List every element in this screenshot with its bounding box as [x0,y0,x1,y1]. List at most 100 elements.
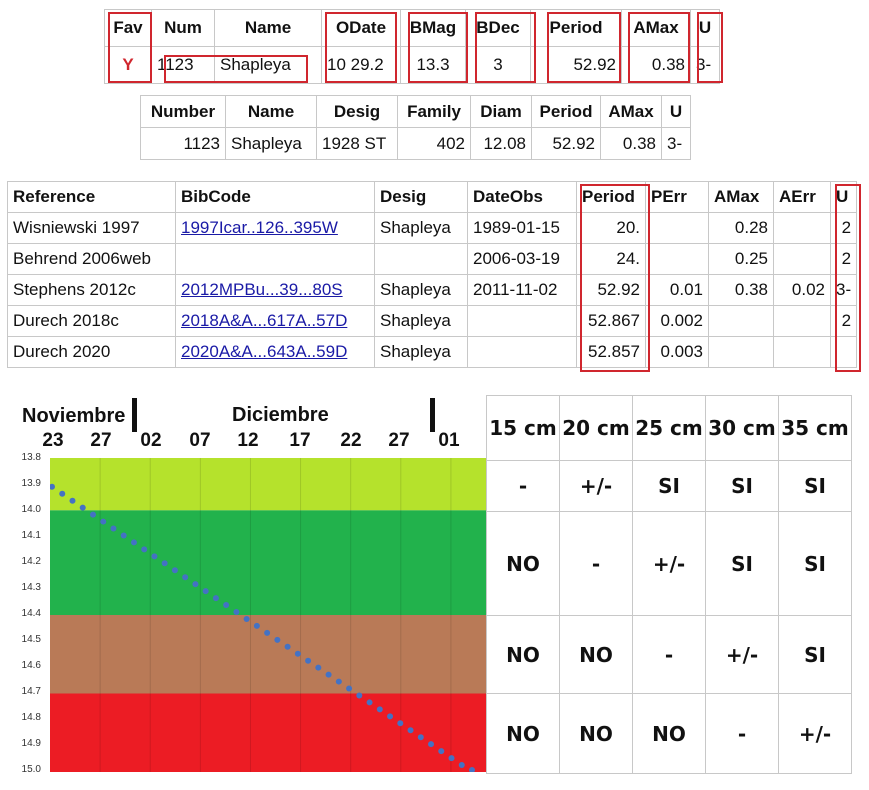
data-point [325,671,332,678]
header-u[interactable]: U [661,95,691,128]
aerr-cell [773,336,831,368]
header-u[interactable]: U [690,9,720,47]
header-period[interactable]: Period [531,95,601,128]
data-point [50,483,55,490]
table-row: Durech 2018c 2018A&A...617A..57D Shapley… [7,305,858,337]
reference-cell: Stephens 2012c [7,274,176,306]
y-tick-label: 14.5 [21,634,41,645]
visibility-cell: SI [705,511,779,616]
header-odate[interactable]: ODate [321,9,401,47]
dateobs-cell [467,336,577,368]
y-tick-label: 14.3 [21,582,41,593]
header-bdec[interactable]: BDec [465,9,531,47]
data-point [335,678,342,685]
bibcode-link[interactable]: 2012MPBu...39...80S [175,274,375,306]
perr-cell: 0.002 [645,305,709,337]
u-cell [829,336,858,368]
data-point [397,720,404,727]
table-row: Behrend 2006web 2006-03-19 24. 0.25 2 [7,243,858,275]
data-point [161,560,168,567]
day-label: 27 [90,430,112,451]
y-tick-label: 13.8 [21,452,41,463]
header-diam[interactable]: Diam [470,95,532,128]
bibcode-link[interactable]: 1997Icar..126..395W [175,212,375,244]
reference-cell: Durech 2018c [7,305,176,337]
data-point [366,699,373,706]
u-value: 3- [661,127,691,160]
data-point [243,615,250,622]
header-desig[interactable]: Desig [374,181,468,213]
header-u[interactable]: U [829,181,858,213]
y-tick-label: 14.4 [21,608,41,619]
header-period[interactable]: Period [576,181,646,213]
data-point [69,497,76,504]
bibcode-link[interactable] [175,243,375,275]
magnitude-band [50,615,486,694]
header-period[interactable]: Period [530,9,622,47]
header-perr[interactable]: PErr [645,181,709,213]
visibility-cell: - [632,615,706,694]
visibility-cell: NO [559,693,633,774]
object-row: 1123 Shapleya 1928 ST 402 12.08 52.92 0.… [140,127,691,160]
name-value: Shapleya [214,46,322,84]
data-point [458,762,465,769]
day-label: 27 [388,430,410,451]
dateobs-cell: 2006-03-19 [467,243,577,275]
desig-cell: Shapleya [374,274,468,306]
day-label: 01 [438,430,460,451]
header-name[interactable]: Name [225,95,317,128]
dateobs-cell [467,305,577,337]
bibcode-link[interactable]: 2020A&A...643A..59D [175,336,375,368]
y-tick-label: 14.8 [21,712,41,723]
table-row: NO NO - +/- SI [486,615,852,694]
summary-header-row: Fav Num Name ODate BMag BDec Period AMax… [104,9,720,47]
header-number[interactable]: Number [140,95,226,128]
y-tick-label: 14.1 [21,530,41,541]
data-point [171,567,178,574]
data-point [387,713,394,720]
data-point [356,692,363,699]
visibility-cell: +/- [705,615,779,694]
header-reference[interactable]: Reference [7,181,176,213]
table-row: Wisniewski 1997 1997Icar..126..395W Shap… [7,212,858,244]
header-dateobs[interactable]: DateObs [467,181,577,213]
num-value: 1123 [151,46,215,84]
header-bibcode[interactable]: BibCode [175,181,375,213]
reference-cell: Wisniewski 1997 [7,212,176,244]
diam-value: 12.08 [470,127,532,160]
u-value: 3- [690,46,720,84]
u-cell: 2 [829,212,858,244]
number-value: 1123 [140,127,226,160]
y-tick-label: 15.0 [21,764,41,775]
bmag-value: 13.3 [400,46,466,84]
summary-row: Y 1123 Shapleya 10 29.2 13.3 3 52.92 0.3… [104,46,720,84]
visibility-cell: SI [778,511,852,616]
header-family[interactable]: Family [397,95,471,128]
bibcode-link[interactable]: 2018A&A...617A..57D [175,305,375,337]
amax-value: 0.38 [621,46,691,84]
period-value: 52.92 [530,46,622,84]
amax-cell [708,336,774,368]
table-row: NO NO NO - +/- [486,693,852,774]
header-fav[interactable]: Fav [104,9,152,47]
desig-cell [374,243,468,275]
header-aerr[interactable]: AErr [773,181,831,213]
period-cell: 52.92 [576,274,646,306]
table-row: NO - +/- SI SI [486,511,852,616]
header-amax[interactable]: AMax [708,181,774,213]
data-point [233,609,240,616]
header-num[interactable]: Num [151,9,215,47]
header-amax[interactable]: AMax [600,95,662,128]
desig-cell: Shapleya [374,212,468,244]
summary-table: Fav Num Name ODate BMag BDec Period AMax… [104,9,720,84]
day-label: 02 [140,430,162,451]
header-amax[interactable]: AMax [621,9,691,47]
data-point [212,595,219,602]
header-name[interactable]: Name [214,9,322,47]
visibility-cell: +/- [632,511,706,616]
header-desig[interactable]: Desig [316,95,398,128]
month-separator [430,398,435,432]
header-bmag[interactable]: BMag [400,9,466,47]
desig-cell: Shapleya [374,305,468,337]
desig-value: 1928 ST [316,127,398,160]
